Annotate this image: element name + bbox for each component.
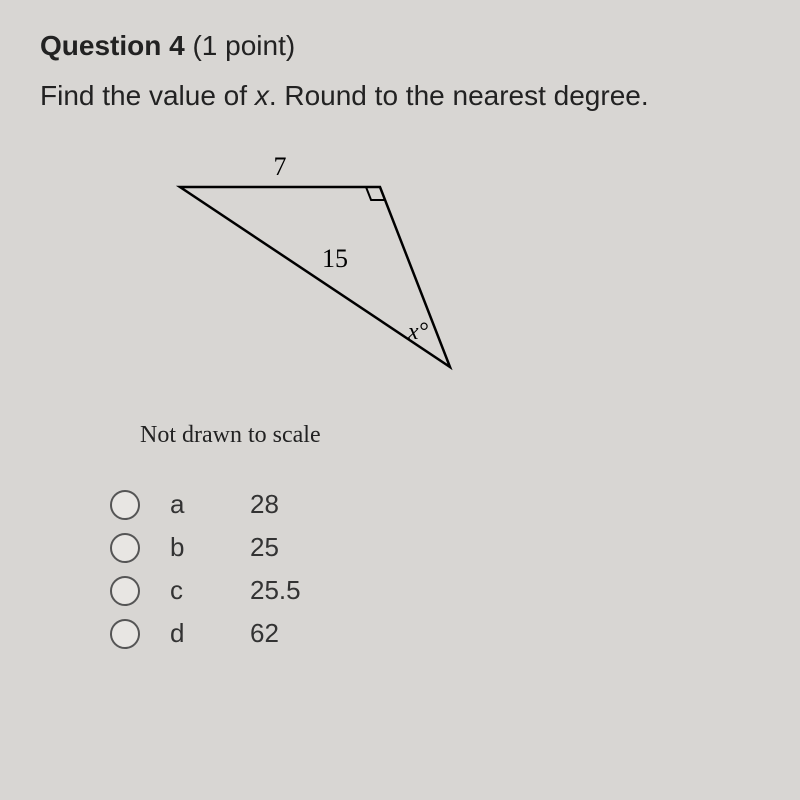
radio-icon [110, 576, 140, 606]
option-value: 28 [250, 489, 279, 520]
option-b[interactable]: b 25 [110, 532, 760, 563]
option-letter: c [170, 575, 250, 606]
triangle-figure: 7 15 x° [160, 147, 480, 397]
side-label-top: 7 [274, 152, 287, 181]
radio-icon [110, 619, 140, 649]
question-number: Question 4 [40, 30, 185, 61]
prompt-pre: Find the value of [40, 80, 255, 111]
option-letter: a [170, 489, 250, 520]
option-a[interactable]: a 28 [110, 489, 760, 520]
angle-label-x: x° [407, 319, 429, 345]
option-letter: d [170, 618, 250, 649]
question-prompt: Find the value of x. Round to the neares… [40, 80, 760, 112]
radio-icon [110, 490, 140, 520]
question-header: Question 4 (1 point) [40, 30, 760, 62]
option-d[interactable]: d 62 [110, 618, 760, 649]
option-value: 25 [250, 532, 279, 563]
triangle-svg: 7 15 x° [160, 147, 480, 397]
option-value: 25.5 [250, 575, 301, 606]
prompt-post: . Round to the nearest degree. [269, 80, 649, 111]
option-letter: b [170, 532, 250, 563]
prompt-variable: x [255, 80, 269, 111]
question-points: (1 point) [192, 30, 295, 61]
scale-note: Not drawn to scale [140, 422, 760, 449]
radio-icon [110, 533, 140, 563]
option-value: 62 [250, 618, 279, 649]
side-label-hypotenuse: 15 [322, 244, 348, 273]
option-c[interactable]: c 25.5 [110, 575, 760, 606]
answer-options: a 28 b 25 c 25.5 d 62 [110, 489, 760, 649]
